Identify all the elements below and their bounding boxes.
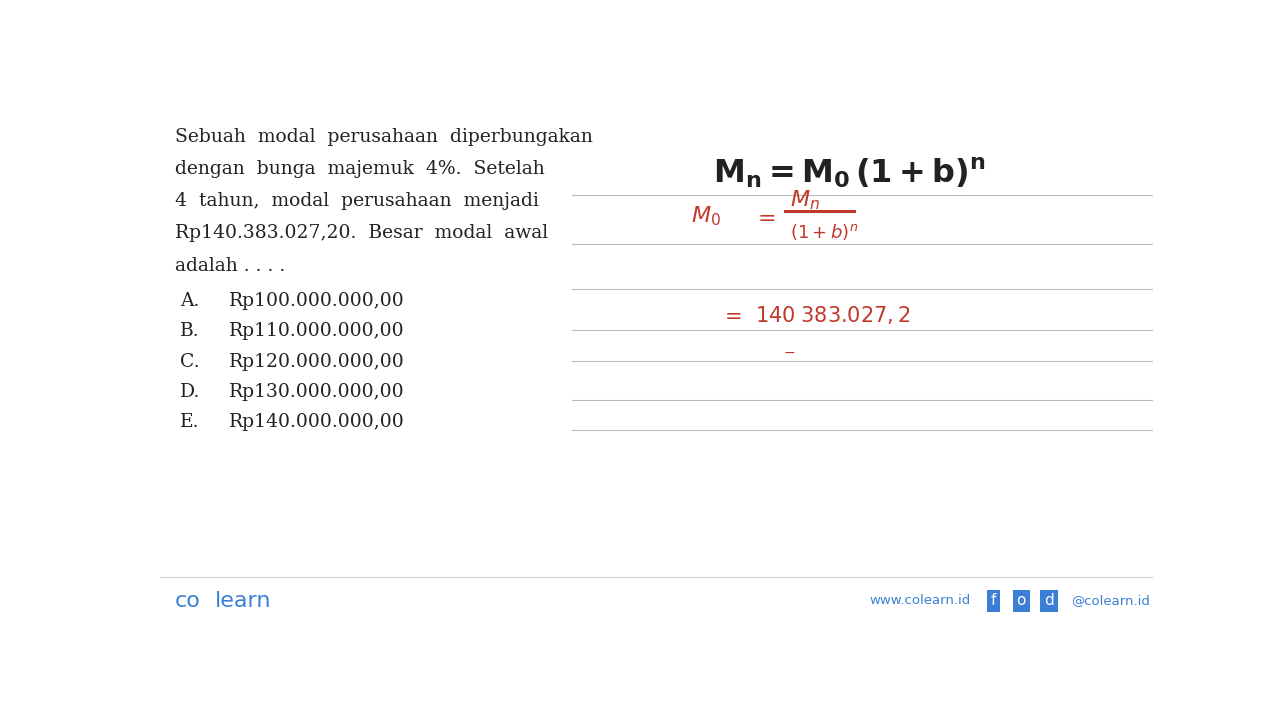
Text: Rp140.000.000,00: Rp140.000.000,00 [229, 413, 406, 431]
Text: Rp130.000.000,00: Rp130.000.000,00 [229, 383, 404, 401]
Text: $M_n$: $M_n$ [790, 188, 820, 212]
Text: $-$: $-$ [783, 344, 795, 359]
Text: E.: E. [179, 413, 200, 431]
Text: f: f [991, 593, 996, 608]
Text: $140\;383.027,2$: $140\;383.027,2$ [755, 304, 911, 326]
Text: co: co [175, 591, 201, 611]
Text: $M_0$: $M_0$ [691, 205, 721, 228]
Text: B.: B. [179, 322, 200, 340]
Text: A.: A. [179, 292, 200, 310]
Text: C.: C. [179, 353, 200, 371]
Text: D.: D. [179, 383, 200, 401]
Text: $=$: $=$ [753, 207, 776, 227]
Text: 4  tahun,  modal  perusahaan  menjadi: 4 tahun, modal perusahaan menjadi [175, 192, 539, 210]
Text: o: o [1016, 593, 1025, 608]
Text: $=$: $=$ [721, 305, 742, 325]
Text: $(1+b)^n$: $(1+b)^n$ [790, 222, 859, 242]
Text: Sebuah  modal  perusahaan  diperbungakan: Sebuah modal perusahaan diperbungakan [175, 128, 593, 146]
Text: www.colearn.id: www.colearn.id [869, 595, 970, 608]
Text: dengan  bunga  majemuk  4%.  Setelah: dengan bunga majemuk 4%. Setelah [175, 160, 544, 178]
Text: @colearn.id: @colearn.id [1070, 595, 1149, 608]
Text: adalah . . . .: adalah . . . . [175, 256, 285, 274]
Text: d: d [1044, 593, 1053, 608]
Text: learn: learn [215, 591, 271, 611]
Text: Rp110.000.000,00: Rp110.000.000,00 [229, 322, 404, 340]
Text: Rp100.000.000,00: Rp100.000.000,00 [229, 292, 406, 310]
Text: Rp140.383.027,20.  Besar  modal  awal: Rp140.383.027,20. Besar modal awal [175, 225, 548, 243]
Text: Rp120.000.000,00: Rp120.000.000,00 [229, 353, 406, 371]
Text: $\mathbf{M_n = M_0\,(1+b)^n}$: $\mathbf{M_n = M_0\,(1+b)^n}$ [713, 155, 986, 189]
